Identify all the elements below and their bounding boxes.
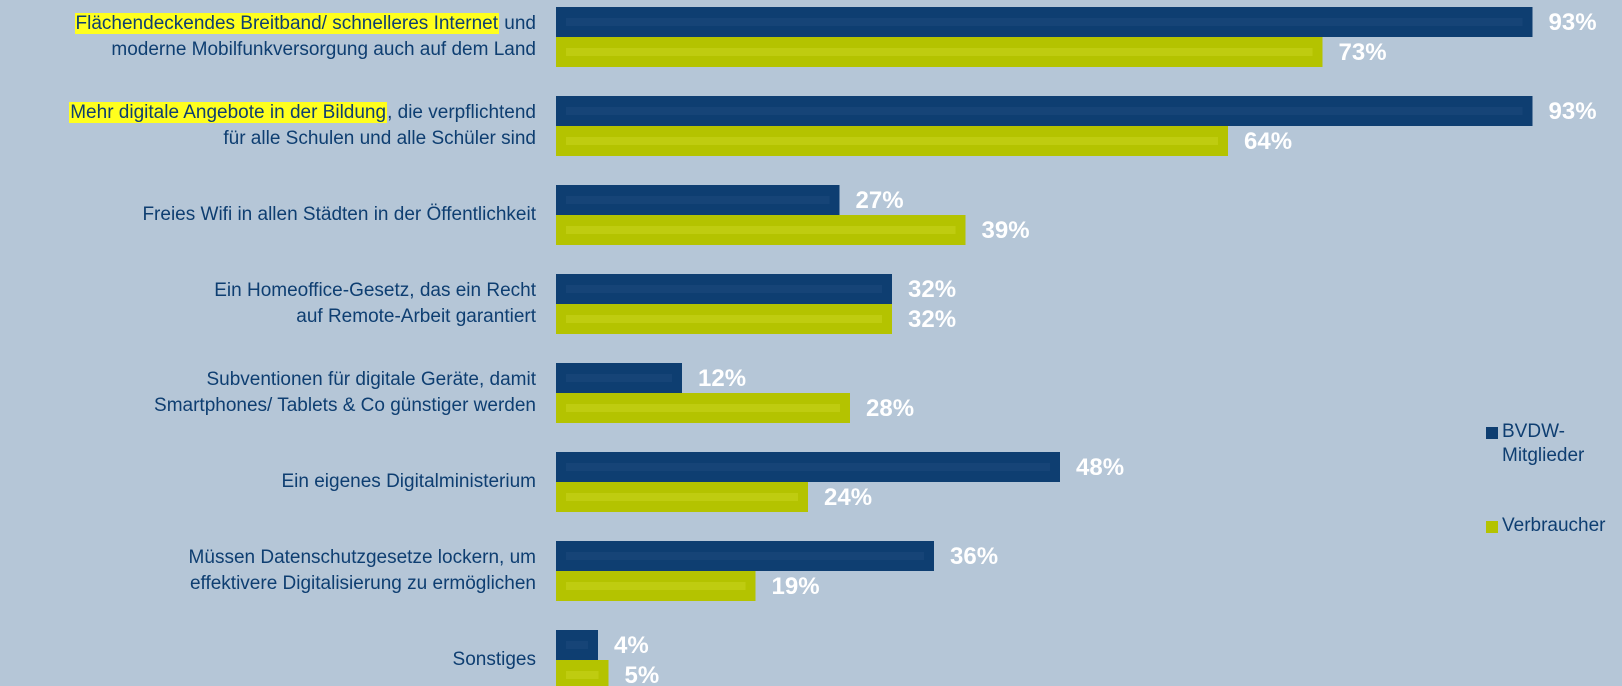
label-text: effektivere Digitalisierung zu ermöglich…	[189, 573, 536, 594]
value-label: 4%	[614, 632, 649, 659]
label-text: auf Remote-Arbeit garantiert	[296, 306, 536, 327]
label-text: Müssen Datenschutzgesetze lockern, um	[188, 547, 536, 568]
legend-swatch	[1486, 427, 1498, 439]
legend-swatch	[1486, 521, 1498, 533]
category-label: Ein eigenes Digitalministerium	[0, 469, 537, 495]
legend-label: Verbraucher	[1502, 515, 1606, 536]
category-label-line: moderne Mobilfunkversorgung auch auf dem…	[0, 37, 536, 63]
category-label-line: Smartphones/ Tablets & Co günstiger werd…	[0, 393, 536, 419]
label-text: Subventionen für digitale Geräte, damit	[206, 369, 536, 390]
label-text: Sonstiges	[452, 649, 536, 670]
legend-label: BVDW- Mitglieder	[1502, 421, 1585, 466]
bar-stripe	[566, 226, 956, 234]
bar-stripe	[566, 641, 588, 649]
bar-stripe	[566, 552, 924, 560]
bar-stripe	[566, 107, 1523, 115]
value-label: 27%	[856, 187, 904, 214]
category-label-line: Freies Wifi in allen Städten in der Öffe…	[0, 202, 536, 228]
label-text: moderne Mobilfunkversorgung auch auf dem…	[111, 39, 536, 60]
label-text: Smartphones/ Tablets & Co günstiger werd…	[154, 395, 536, 416]
category-label-line: Ein Homeoffice-Gesetz, das ein Recht	[0, 278, 536, 304]
category-label: Freies Wifi in allen Städten in der Öffe…	[0, 202, 536, 228]
category-label: Ein Homeoffice-Gesetz, das ein Recht auf …	[0, 278, 536, 330]
label-text: , die verpflichtend	[387, 102, 536, 123]
category-label-line: Ein eigenes Digitalministerium	[0, 469, 537, 495]
category-label-line: Subventionen für digitale Geräte, damit	[0, 367, 536, 393]
bar-stripe	[566, 463, 1050, 471]
label-text: Ein Homeoffice-Gesetz, das ein Recht	[214, 280, 536, 301]
bar-stripe	[566, 48, 1313, 56]
value-label: 12%	[698, 365, 746, 392]
bar-stripe	[566, 196, 830, 204]
bar-stripe	[566, 374, 672, 382]
category-label: Mehr digitale Angebote in der Bildung, d…	[0, 100, 536, 152]
value-label: 39%	[982, 217, 1030, 244]
value-label: 64%	[1244, 128, 1292, 155]
category-label-line: für alle Schulen und alle Schüler sind	[0, 126, 536, 152]
bar-stripe	[566, 285, 882, 293]
category-label: Sonstiges	[0, 647, 536, 673]
highlighted-text: Mehr digitale Angebote in der Bildung	[69, 102, 388, 123]
value-label: 36%	[950, 543, 998, 570]
value-label: 32%	[908, 276, 956, 303]
category-label-line: Müssen Datenschutzgesetze lockern, um	[0, 545, 536, 571]
bar-stripe	[566, 137, 1218, 145]
value-label: 93%	[1549, 9, 1597, 36]
value-label: 28%	[866, 395, 914, 422]
label-text: für alle Schulen und alle Schüler sind	[223, 128, 536, 149]
category-label-line: Flächendeckendes Breitband/ schnelleres …	[0, 11, 536, 37]
bar-stripe	[566, 582, 746, 590]
category-label: Flächendeckendes Breitband/ schnelleres …	[0, 11, 536, 63]
highlighted-text: Flächendeckendes Breitband/ schnelleres …	[74, 13, 500, 34]
category-label-line: effektivere Digitalisierung zu ermöglich…	[0, 571, 536, 597]
category-label: Müssen Datenschutzgesetze lockern, um eff…	[0, 545, 536, 597]
category-label-line: Sonstiges	[0, 647, 536, 673]
value-label: 24%	[824, 484, 872, 511]
value-label: 19%	[772, 573, 820, 600]
bar-stripe	[566, 18, 1523, 26]
label-text: Ein eigenes Digitalministerium	[281, 471, 537, 492]
label-text: und	[499, 13, 536, 34]
bar-stripe	[566, 404, 840, 412]
value-label: 93%	[1549, 98, 1597, 125]
bar-stripe	[566, 671, 599, 679]
value-label: 48%	[1076, 454, 1124, 481]
label-text: Freies Wifi in allen Städten in der Öffe…	[142, 204, 536, 225]
category-label-line: auf Remote-Arbeit garantiert	[0, 304, 536, 330]
bar-stripe	[566, 493, 798, 501]
value-label: 5%	[625, 662, 660, 686]
value-label: 73%	[1339, 39, 1387, 66]
category-label-line: Mehr digitale Angebote in der Bildung, d…	[0, 100, 536, 126]
value-label: 32%	[908, 306, 956, 333]
category-label: Subventionen für digitale Geräte, damit S…	[0, 367, 536, 419]
bar-stripe	[566, 315, 882, 323]
